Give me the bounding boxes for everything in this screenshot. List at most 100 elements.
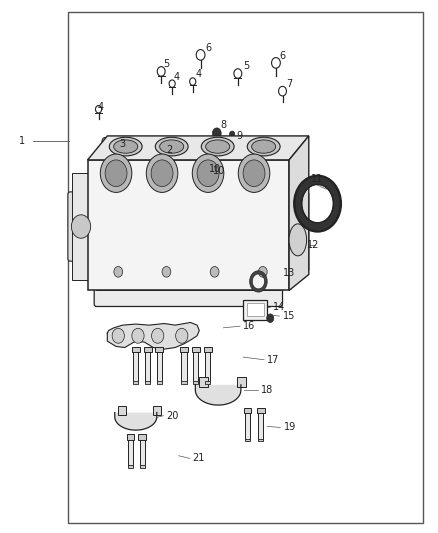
Circle shape [272, 58, 280, 68]
Bar [204, 347, 212, 352]
Text: 6: 6 [279, 51, 286, 61]
Bar [193, 351, 198, 382]
Circle shape [238, 154, 270, 192]
Polygon shape [289, 136, 309, 290]
Bar [258, 439, 263, 441]
FancyBboxPatch shape [283, 192, 309, 272]
Bar [258, 412, 263, 440]
Ellipse shape [159, 140, 184, 154]
Bar [145, 351, 150, 382]
Bar [145, 381, 150, 384]
Bar [128, 439, 133, 466]
Ellipse shape [155, 137, 188, 156]
Circle shape [95, 106, 102, 113]
Ellipse shape [247, 137, 280, 156]
Circle shape [143, 142, 150, 150]
Circle shape [169, 80, 175, 87]
Circle shape [100, 154, 132, 192]
Bar [153, 406, 161, 415]
Bar [192, 347, 200, 352]
Circle shape [230, 131, 235, 138]
Circle shape [105, 160, 127, 187]
Bar [133, 351, 138, 382]
Circle shape [162, 266, 171, 277]
Bar [247, 303, 264, 316]
Circle shape [267, 314, 274, 322]
Polygon shape [115, 413, 157, 430]
Text: 17: 17 [267, 355, 279, 365]
Text: 2: 2 [166, 146, 173, 155]
Text: 19: 19 [284, 423, 296, 432]
Text: 4: 4 [196, 69, 202, 79]
Circle shape [157, 67, 165, 76]
Circle shape [279, 86, 286, 96]
Circle shape [212, 128, 221, 139]
FancyBboxPatch shape [68, 192, 94, 261]
Text: 5: 5 [243, 61, 249, 71]
Circle shape [114, 266, 123, 277]
Polygon shape [72, 173, 96, 280]
Circle shape [121, 140, 128, 148]
Text: 6: 6 [205, 43, 211, 53]
Bar [68, 12, 423, 523]
Bar [144, 347, 152, 352]
Circle shape [71, 215, 91, 238]
Polygon shape [107, 322, 199, 349]
Circle shape [146, 154, 178, 192]
Circle shape [197, 160, 219, 187]
Text: 4: 4 [174, 72, 180, 82]
Text: 9: 9 [237, 131, 243, 141]
Circle shape [258, 266, 267, 277]
Ellipse shape [206, 140, 230, 154]
Circle shape [190, 78, 196, 85]
Circle shape [210, 266, 219, 277]
Circle shape [102, 138, 108, 145]
Circle shape [176, 328, 188, 343]
Bar [181, 351, 187, 382]
Text: 1: 1 [19, 136, 25, 146]
Text: 4: 4 [97, 102, 103, 111]
Bar [199, 377, 208, 387]
Ellipse shape [114, 140, 138, 154]
Text: 3: 3 [119, 139, 125, 149]
Bar [243, 300, 267, 320]
FancyBboxPatch shape [94, 288, 283, 306]
Circle shape [151, 160, 173, 187]
Text: 15: 15 [283, 311, 295, 321]
Text: 21: 21 [193, 454, 205, 463]
Bar [181, 381, 187, 384]
Bar [155, 347, 163, 352]
Ellipse shape [110, 137, 142, 156]
Text: 13: 13 [283, 268, 296, 278]
Polygon shape [88, 136, 309, 160]
Polygon shape [96, 280, 293, 290]
Bar [127, 434, 134, 440]
Bar [237, 377, 246, 387]
Ellipse shape [252, 140, 276, 154]
Bar [245, 439, 250, 441]
Text: 20: 20 [166, 411, 179, 421]
Text: 7: 7 [286, 79, 292, 88]
Circle shape [132, 328, 144, 343]
Bar [244, 408, 251, 413]
Bar [133, 381, 138, 384]
Text: 11: 11 [311, 174, 323, 184]
Bar [257, 408, 265, 413]
Bar [157, 351, 162, 382]
Text: 16: 16 [243, 321, 255, 331]
Bar [140, 439, 145, 466]
Bar [140, 465, 145, 468]
Text: 10: 10 [213, 166, 226, 175]
FancyBboxPatch shape [88, 160, 289, 290]
Circle shape [152, 328, 164, 343]
Ellipse shape [289, 224, 307, 256]
Bar [205, 351, 210, 382]
Circle shape [243, 160, 265, 187]
Ellipse shape [201, 137, 234, 156]
Bar [157, 381, 162, 384]
Text: 18: 18 [261, 385, 273, 395]
Circle shape [192, 154, 224, 192]
Bar [118, 406, 126, 415]
Text: 10: 10 [209, 165, 222, 174]
Text: 5: 5 [163, 59, 169, 69]
